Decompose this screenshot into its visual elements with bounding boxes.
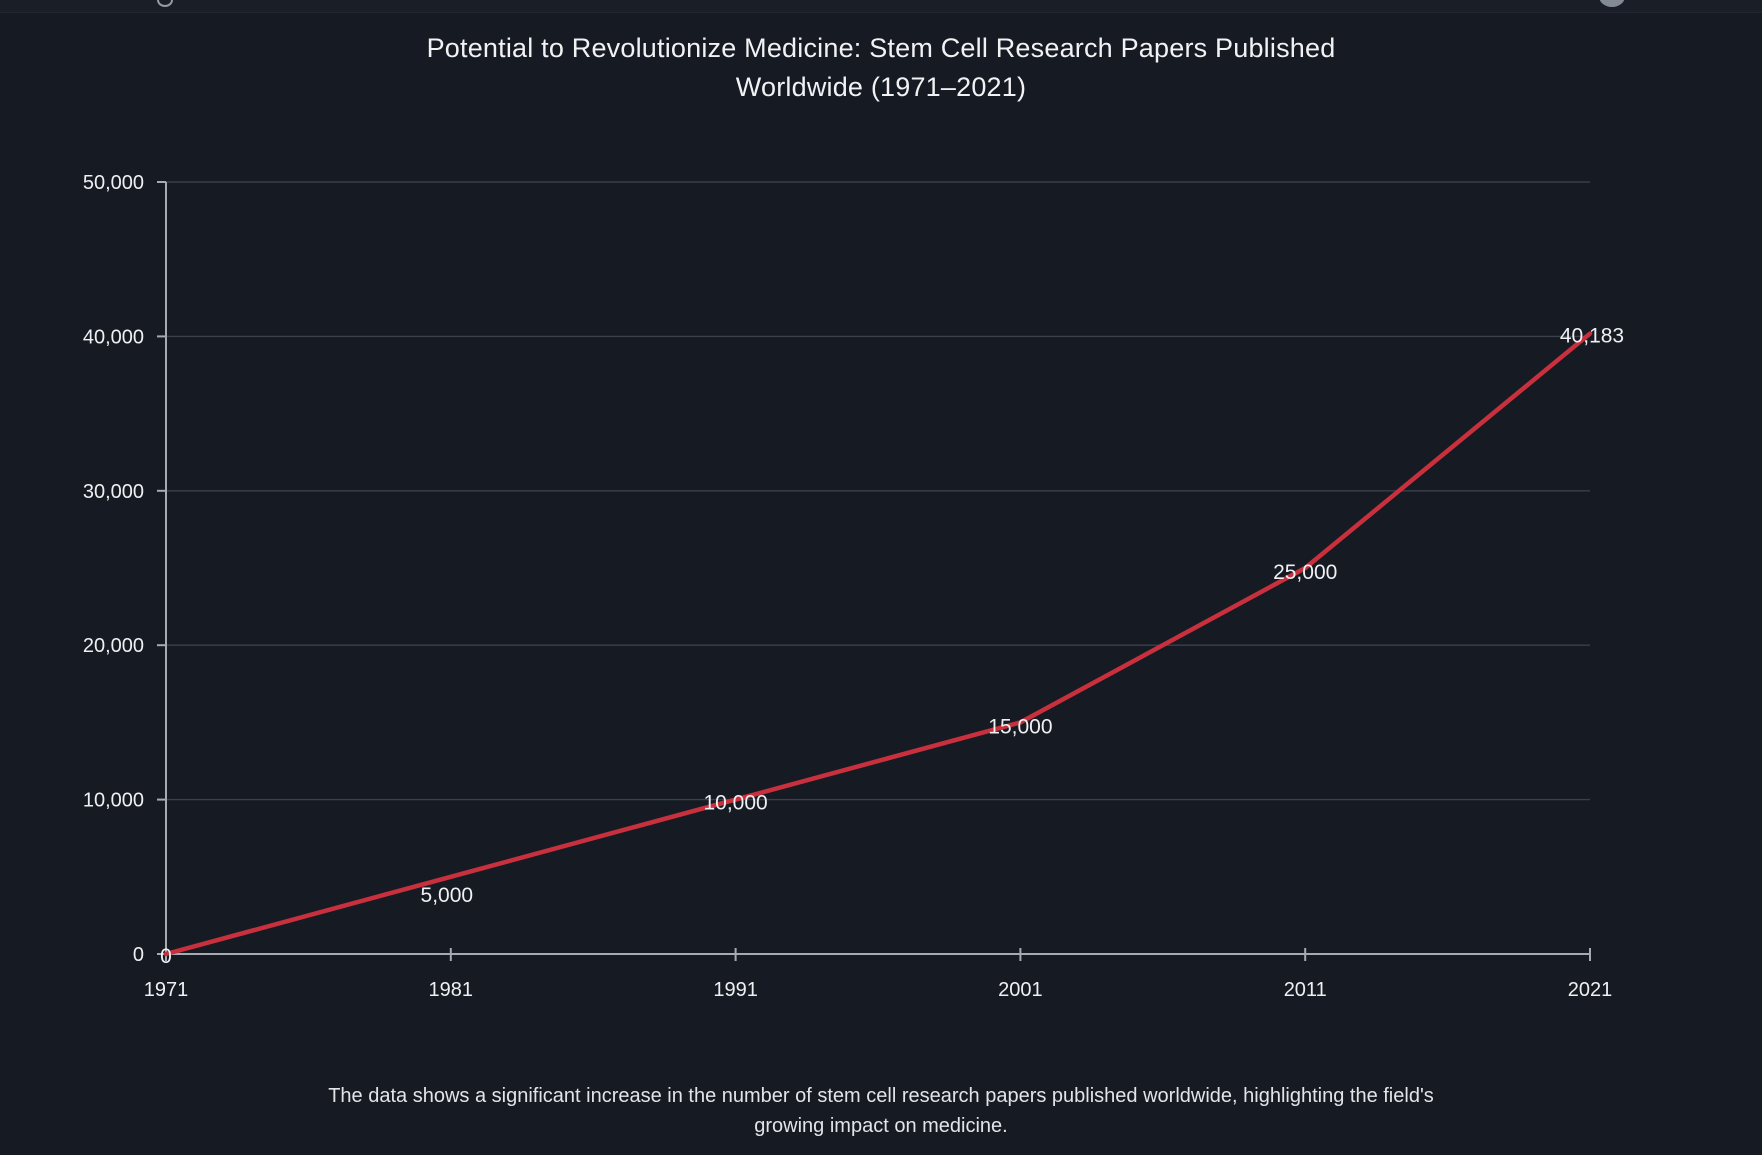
y-axis-tick-label: 20,000 [83,635,144,657]
x-axis-tick-label: 1971 [144,979,189,1001]
x-axis-tick-label: 2011 [1284,979,1327,1001]
y-axis-tick-label: 10,000 [83,790,144,812]
y-axis-tick-label: 30,000 [83,481,144,503]
x-axis-tick-label: 1991 [713,979,758,1001]
y-axis-tick-label: 50,000 [83,172,144,194]
data-point-label: 0 [160,945,172,968]
chart-caption-line-1: The data shows a significant increase in… [328,1085,1434,1107]
chart-caption: The data shows a significant increase in… [0,1081,1762,1141]
series-line [163,331,1593,957]
data-point-label: 15,000 [988,715,1052,738]
chart-title: Potential to Revolutionize Medicine: Ste… [0,29,1762,107]
data-point-label: 10,000 [703,792,767,815]
chart-title-line-2: Worldwide (1971–2021) [735,72,1027,102]
chart-title-line-1: Potential to Revolutionize Medicine: Ste… [426,33,1336,63]
x-axis-tick-label: 1981 [429,979,474,1001]
data-point-label: 40,183 [1560,325,1624,348]
cropped-avatar-circle-fragment [1599,0,1625,7]
data-point-label: 25,000 [1273,561,1337,584]
data-point-label: 5,000 [421,884,474,907]
chart-caption-line-2: growing impact on medicine. [754,1115,1008,1137]
x-axis-tick-label: 2021 [1568,979,1613,1001]
y-axis-tick-label: 0 [133,944,144,966]
x-axis-tick-label: 2001 [998,979,1043,1001]
cropped-top-chrome-strip [0,0,1762,13]
y-axis-tick-label: 40,000 [83,326,144,348]
